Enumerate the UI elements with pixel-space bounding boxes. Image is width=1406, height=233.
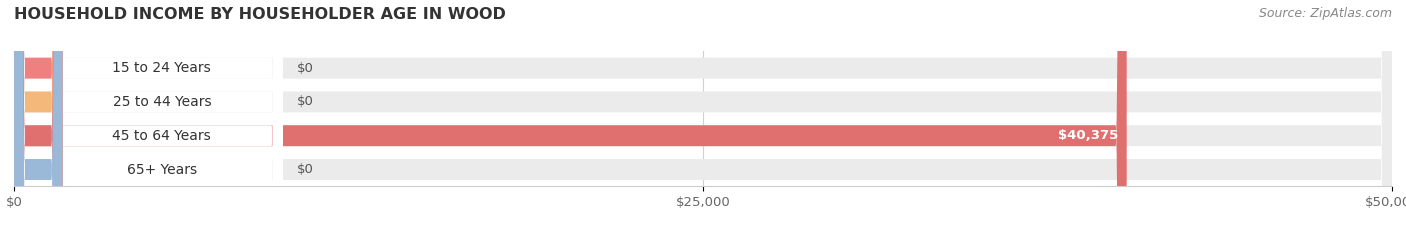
Text: $40,375: $40,375 bbox=[1059, 129, 1118, 142]
FancyBboxPatch shape bbox=[14, 0, 283, 233]
Text: 65+ Years: 65+ Years bbox=[127, 162, 197, 177]
Text: Source: ZipAtlas.com: Source: ZipAtlas.com bbox=[1258, 7, 1392, 20]
Text: 25 to 44 Years: 25 to 44 Years bbox=[112, 95, 211, 109]
Text: 45 to 64 Years: 45 to 64 Years bbox=[112, 129, 211, 143]
FancyBboxPatch shape bbox=[14, 0, 1392, 233]
FancyBboxPatch shape bbox=[14, 0, 1392, 233]
FancyBboxPatch shape bbox=[14, 0, 1126, 233]
FancyBboxPatch shape bbox=[14, 0, 62, 233]
FancyBboxPatch shape bbox=[14, 0, 1392, 233]
Text: $0: $0 bbox=[297, 62, 314, 75]
Text: $0: $0 bbox=[297, 163, 314, 176]
Text: HOUSEHOLD INCOME BY HOUSEHOLDER AGE IN WOOD: HOUSEHOLD INCOME BY HOUSEHOLDER AGE IN W… bbox=[14, 7, 506, 22]
FancyBboxPatch shape bbox=[14, 0, 283, 233]
Text: $0: $0 bbox=[297, 96, 314, 108]
FancyBboxPatch shape bbox=[14, 0, 62, 233]
FancyBboxPatch shape bbox=[14, 0, 1392, 233]
FancyBboxPatch shape bbox=[14, 0, 283, 233]
FancyBboxPatch shape bbox=[14, 0, 62, 233]
FancyBboxPatch shape bbox=[14, 0, 283, 233]
FancyBboxPatch shape bbox=[14, 0, 62, 233]
Text: 15 to 24 Years: 15 to 24 Years bbox=[112, 61, 211, 75]
